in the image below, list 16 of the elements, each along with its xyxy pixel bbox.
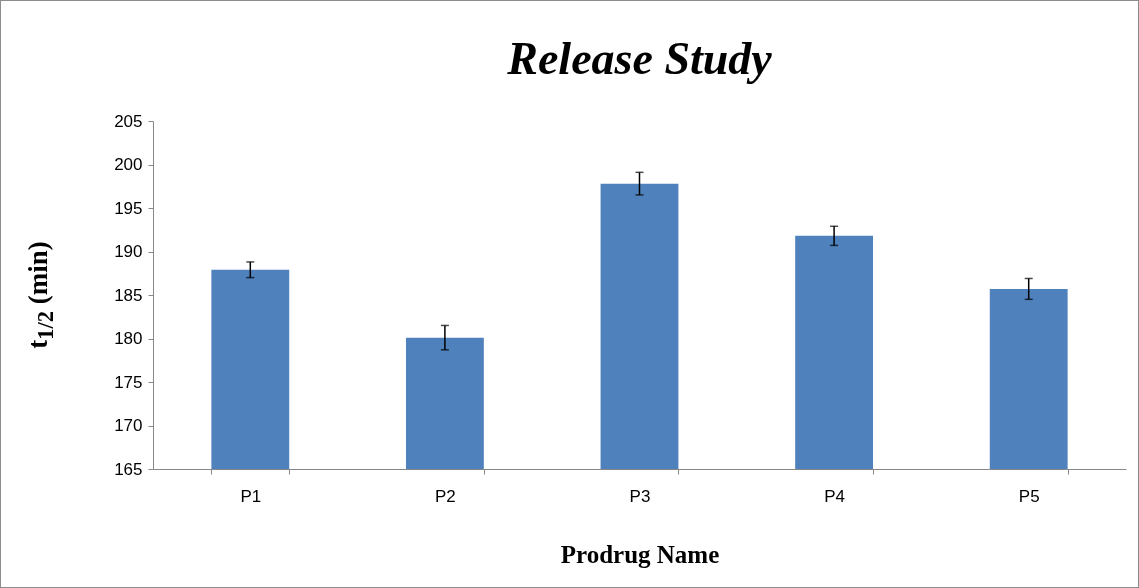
y-tick-label: 175 [114,372,143,392]
x-tick-label: P3 [629,486,651,506]
x-tick-label: P5 [1018,486,1040,506]
y-tick-label: 170 [114,416,143,435]
x-tick-label: P1 [240,486,262,506]
y-tick-label: 190 [114,242,143,261]
chart-title: Release Study [506,33,773,84]
y-tick-label: 185 [114,285,143,305]
y-tick-label: 200 [114,155,143,174]
y-tick-label: 165 [114,459,143,479]
x-tick-label: P2 [435,486,456,506]
x-axis-title: Prodrug Name [560,540,720,568]
y-tick-label: 195 [114,198,143,218]
x-tick-label: P4 [824,486,845,506]
y-tick-label: 205 [114,111,143,131]
y-tick-label: 180 [114,329,143,348]
